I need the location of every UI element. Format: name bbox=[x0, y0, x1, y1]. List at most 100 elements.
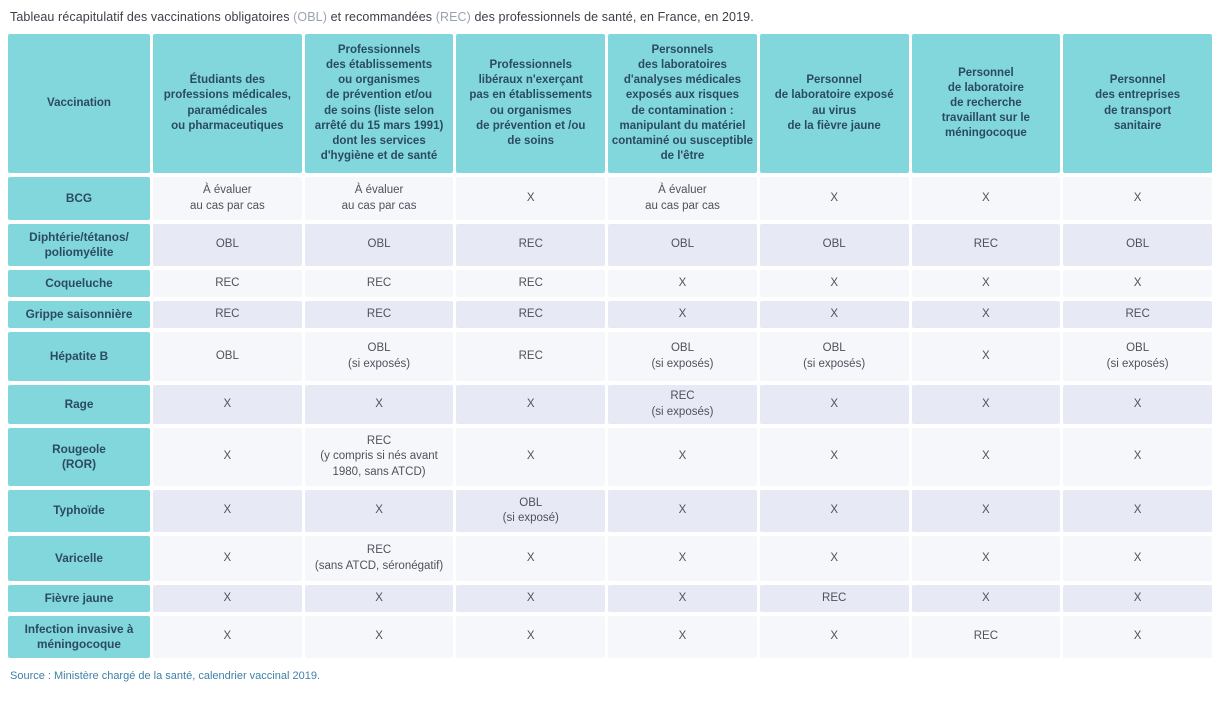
table-cell: X bbox=[304, 616, 454, 659]
table-cell: REC bbox=[456, 224, 606, 266]
table-cell: X bbox=[911, 385, 1061, 425]
table-cell: X bbox=[1063, 270, 1212, 297]
table-cell: X bbox=[759, 428, 909, 487]
table-cell: REC (sans ATCD, séronégatif) bbox=[304, 536, 454, 582]
table-cell: X bbox=[304, 385, 454, 425]
table-row-rougeole: Rougeole (ROR) X REC (y compris si nés a… bbox=[8, 428, 1212, 487]
column-header-vaccination: Vaccination bbox=[8, 34, 150, 173]
table-row-bcg: BCG À évaluer au cas par cas À évaluer a… bbox=[8, 177, 1212, 220]
table-row-rage: Rage X X X REC (si exposés) X X X bbox=[8, 385, 1212, 425]
row-label: Coqueluche bbox=[8, 270, 150, 297]
table-cell: X bbox=[1063, 177, 1212, 220]
table-row-coqueluche: Coqueluche REC REC REC X X X X bbox=[8, 270, 1212, 297]
table-cell: X bbox=[608, 585, 757, 613]
table-cell: X bbox=[911, 301, 1061, 328]
table-cell: À évaluer au cas par cas bbox=[153, 177, 302, 220]
table-cell: OBL bbox=[759, 224, 909, 266]
column-header-etudiants: Étudiants des professions médicales, par… bbox=[153, 34, 302, 173]
table-cell: À évaluer au cas par cas bbox=[304, 177, 454, 220]
table-cell: X bbox=[153, 585, 302, 613]
table-cell: X bbox=[456, 385, 606, 425]
title-rec-tag: (REC) bbox=[435, 10, 471, 24]
row-label: Varicelle bbox=[8, 536, 150, 582]
table-cell: OBL bbox=[608, 224, 757, 266]
table-cell: X bbox=[456, 585, 606, 613]
table-cell: OBL (si exposés) bbox=[1063, 332, 1212, 381]
table-cell: X bbox=[153, 490, 302, 533]
row-label: Rage bbox=[8, 385, 150, 425]
row-label: Fièvre jaune bbox=[8, 585, 150, 613]
table-cell: X bbox=[1063, 385, 1212, 425]
table-cell: OBL (si exposés) bbox=[304, 332, 454, 381]
table-cell: REC bbox=[911, 616, 1061, 659]
table-cell: X bbox=[608, 490, 757, 533]
row-label: Infection invasive à méningocoque bbox=[8, 616, 150, 659]
table-cell: REC bbox=[759, 585, 909, 613]
row-label: Hépatite B bbox=[8, 332, 150, 381]
table-cell: REC bbox=[456, 270, 606, 297]
table-cell: X bbox=[608, 616, 757, 659]
page-title: Tableau récapitulatif des vaccinations o… bbox=[8, 8, 1218, 30]
column-header-transport-sanitaire: Personnel des entreprises de transport s… bbox=[1063, 34, 1212, 173]
table-row-varicelle: Varicelle X REC (sans ATCD, séronégatif)… bbox=[8, 536, 1212, 582]
row-label: Typhoïde bbox=[8, 490, 150, 533]
table-row-grippe: Grippe saisonnière REC REC REC X X X REC bbox=[8, 301, 1212, 328]
vaccination-table: Vaccination Étudiants des professions mé… bbox=[5, 30, 1215, 662]
table-cell: OBL bbox=[1063, 224, 1212, 266]
row-label: Grippe saisonnière bbox=[8, 301, 150, 328]
table-cell: REC bbox=[304, 270, 454, 297]
table-cell: OBL (si exposés) bbox=[759, 332, 909, 381]
table-cell: X bbox=[759, 536, 909, 582]
table-cell: REC bbox=[911, 224, 1061, 266]
table-cell: X bbox=[759, 490, 909, 533]
table-cell: OBL bbox=[153, 224, 302, 266]
table-cell: X bbox=[1063, 536, 1212, 582]
row-label: Diphtérie/tétanos/ poliomyélite bbox=[8, 224, 150, 266]
table-cell: X bbox=[759, 177, 909, 220]
table-cell: X bbox=[1063, 490, 1212, 533]
table-cell: X bbox=[153, 536, 302, 582]
table-cell: X bbox=[759, 301, 909, 328]
table-cell: X bbox=[153, 616, 302, 659]
source-note: Source : Ministère chargé de la santé, c… bbox=[10, 670, 321, 683]
title-obl-tag: (OBL) bbox=[293, 10, 327, 24]
table-cell: X bbox=[304, 585, 454, 613]
table-cell: X bbox=[1063, 616, 1212, 659]
column-header-personnel-fievre-jaune: Personnel de laboratoire exposé au virus… bbox=[759, 34, 909, 173]
table-cell: X bbox=[911, 428, 1061, 487]
table-cell: X bbox=[759, 616, 909, 659]
row-label: BCG bbox=[8, 177, 150, 220]
table-cell: REC bbox=[153, 270, 302, 297]
table-cell: X bbox=[759, 385, 909, 425]
row-label: Rougeole (ROR) bbox=[8, 428, 150, 487]
table-cell: X bbox=[911, 536, 1061, 582]
table-cell: X bbox=[153, 428, 302, 487]
table-cell: X bbox=[608, 428, 757, 487]
table-cell: OBL (si exposé) bbox=[456, 490, 606, 533]
table-cell: X bbox=[911, 490, 1061, 533]
table-cell: À évaluer au cas par cas bbox=[608, 177, 757, 220]
table-row-fievre-jaune: Fièvre jaune X X X X REC X X bbox=[8, 585, 1212, 613]
table-row-hepatite-b: Hépatite B OBL OBL (si exposés) REC OBL … bbox=[8, 332, 1212, 381]
column-header-professionnels-liberaux: Professionnels libéraux n'exerçant pas e… bbox=[456, 34, 606, 173]
table-cell: X bbox=[153, 385, 302, 425]
table-cell: X bbox=[911, 585, 1061, 613]
table-cell: X bbox=[456, 428, 606, 487]
table-cell: X bbox=[911, 332, 1061, 381]
title-text-1: Tableau récapitulatif des vaccinations o… bbox=[10, 10, 294, 24]
title-text-2: et recommandées bbox=[327, 10, 436, 24]
table-cell: X bbox=[1063, 585, 1212, 613]
column-header-professionnels-etablissements: Professionnels des établissements ou org… bbox=[304, 34, 454, 173]
table-cell: X bbox=[608, 270, 757, 297]
table-cell: X bbox=[304, 490, 454, 533]
table-cell: REC (y compris si nés avant 1980, sans A… bbox=[304, 428, 454, 487]
table-cell: REC bbox=[153, 301, 302, 328]
column-header-personnels-laboratoires-analyses: Personnels des laboratoires d'analyses m… bbox=[608, 34, 757, 173]
table-cell: REC (si exposés) bbox=[608, 385, 757, 425]
table-row-diphterie: Diphtérie/tétanos/ poliomyélite OBL OBL … bbox=[8, 224, 1212, 266]
table-header-row: Vaccination Étudiants des professions mé… bbox=[8, 34, 1212, 173]
table-cell: X bbox=[759, 270, 909, 297]
table-cell: OBL bbox=[304, 224, 454, 266]
table-cell: X bbox=[911, 270, 1061, 297]
